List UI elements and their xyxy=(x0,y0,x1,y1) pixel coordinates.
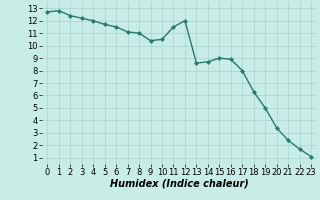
X-axis label: Humidex (Indice chaleur): Humidex (Indice chaleur) xyxy=(110,179,249,189)
